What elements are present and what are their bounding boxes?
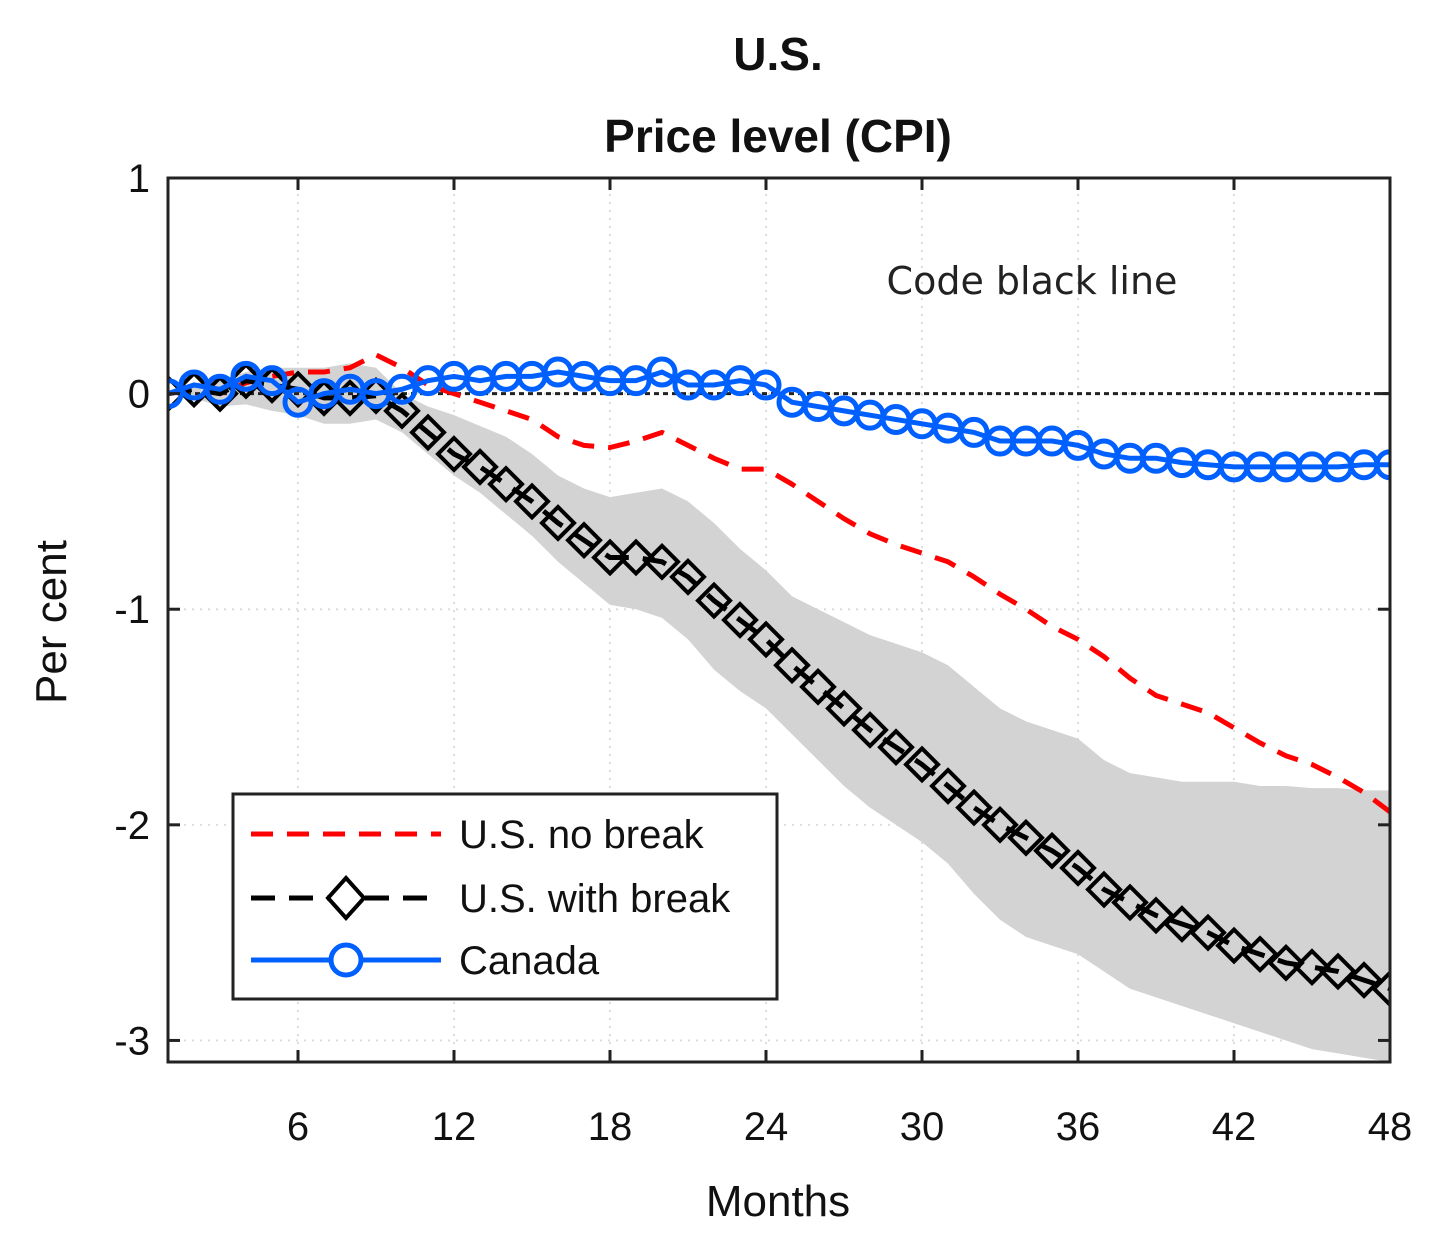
- legend-label: U.S. no break: [459, 813, 705, 857]
- axes-frame: [166, 176, 1392, 1064]
- us-with-break-point: [825, 689, 863, 728]
- x-tick-label: 48: [1368, 1105, 1413, 1149]
- us-with-break-point: [1163, 905, 1201, 943]
- us-with-break-point: [1267, 943, 1305, 982]
- us-with-break-point: [1111, 883, 1149, 922]
- legend-label: U.S. with break: [459, 877, 731, 921]
- x-tick-label: 36: [1056, 1105, 1101, 1149]
- legend-label: Canada: [459, 939, 600, 983]
- series-us-no-break-line: [168, 352, 1390, 814]
- x-tick-label: 24: [744, 1105, 789, 1149]
- us-with-break-point: [383, 392, 421, 430]
- x-tick-label: 6: [287, 1105, 309, 1149]
- us-with-break-point: [747, 620, 785, 659]
- y-tick-label: -2: [114, 804, 150, 848]
- us-with-break-point: [1059, 849, 1097, 887]
- us-with-break-point: [955, 788, 993, 827]
- us-with-break-point: [773, 646, 811, 685]
- y-tick-label: 0: [128, 373, 150, 417]
- y-tick-label: 1: [128, 157, 150, 201]
- us-with-break-point: [1033, 831, 1071, 870]
- us-with-break-point: [435, 435, 473, 473]
- us-with-break-point: [1345, 961, 1383, 999]
- y-tick-label: -1: [114, 588, 150, 632]
- us-with-break-point: [591, 538, 629, 577]
- x-tick-label: 30: [900, 1105, 945, 1149]
- clipped-series: [168, 352, 1390, 1062]
- canada-point: [620, 365, 652, 397]
- x-tick-label: 18: [588, 1105, 633, 1149]
- us-with-break-point: [1189, 913, 1227, 952]
- canada-point: [958, 416, 990, 448]
- canada-point: [646, 356, 678, 388]
- us-with-break-point: [409, 413, 447, 452]
- us-with-break-point: [513, 482, 551, 521]
- legend-diamond-marker: [325, 875, 367, 921]
- series-us-with-break-line: [168, 378, 1390, 992]
- x-tick-label: 12: [432, 1105, 477, 1149]
- us-with-break-point: [981, 806, 1019, 844]
- us-with-break-point: [643, 542, 681, 581]
- x-axis-label: Months: [706, 1177, 850, 1226]
- us-with-break-point: [565, 521, 603, 560]
- legend-box: [231, 792, 779, 1001]
- us-with-break-point: [279, 370, 317, 409]
- us-with-break-point: [1085, 870, 1123, 909]
- canada-point: [750, 369, 782, 401]
- us-with-break-point: [461, 448, 499, 486]
- us-with-break-point: [617, 538, 655, 577]
- y-axis-label: Per cent: [27, 540, 76, 704]
- us-with-break-point: [851, 711, 889, 749]
- us-with-break-point: [1241, 935, 1279, 974]
- code-black-line-annotation: Code black line: [887, 259, 1178, 303]
- us-with-break-point: [1007, 818, 1045, 857]
- us-with-break-point: [877, 728, 915, 767]
- us-with-break-point: [1293, 948, 1331, 986]
- us-with-break-point: [799, 668, 837, 706]
- us-with-break-point: [669, 558, 707, 596]
- canada-point: [204, 373, 236, 405]
- series-canada-line: [168, 369, 1390, 470]
- y-tick-label: -3: [114, 1019, 150, 1063]
- legend: U.S. no break U.S. with break Canada: [231, 792, 779, 1001]
- canada-point: [1062, 429, 1094, 461]
- x-tick-label: 42: [1212, 1105, 1257, 1149]
- us-with-break-point: [539, 504, 577, 542]
- us-with-break-point: [487, 465, 525, 503]
- us-with-break-point: [929, 767, 967, 805]
- canada-point: [168, 378, 184, 410]
- canada-point: [386, 373, 418, 405]
- us-with-break-point: [903, 745, 941, 784]
- us-with-break-point: [1215, 926, 1253, 965]
- chart-title-line-2: Price level (CPI): [604, 110, 952, 162]
- us-with-break-point: [1319, 952, 1357, 991]
- canada-point: [1374, 449, 1390, 481]
- canada-point: [256, 365, 288, 397]
- chart-title-line-1: U.S.: [733, 28, 822, 80]
- us-with-break-point: [1371, 969, 1390, 1008]
- us-with-break-point: [721, 601, 759, 639]
- confidence-band: [168, 363, 1390, 1062]
- us-with-break-point: [1137, 896, 1175, 935]
- canada-point: [282, 386, 314, 418]
- us-with-break-point: [695, 581, 733, 620]
- legend-circle-marker: [328, 942, 364, 978]
